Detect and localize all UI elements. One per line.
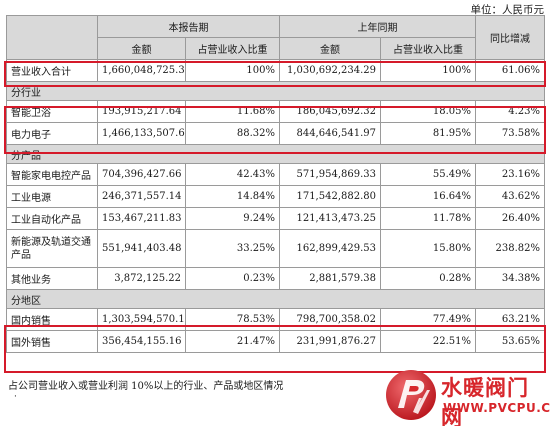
header-row-1: 本报告期 上年同期 同比增减 [6, 15, 545, 60]
table-row: 国内销售 1,303,594,570.17 78.53% 798,700,358… [6, 308, 545, 331]
row-yoy: 63.21% [475, 308, 545, 331]
row-prev-amount: 171,542,882.80 [279, 185, 381, 208]
row-name: 智能家电电控产品 [6, 163, 98, 186]
row-yoy: 26.40% [475, 207, 545, 230]
row-prev-share: 18.05% [380, 100, 476, 123]
row-cur-amount: 1,303,594,570.17 [97, 308, 186, 331]
row-prev-share: 81.95% [380, 122, 476, 145]
row-name: 国外销售 [6, 330, 98, 353]
row-cur-share: 0.23% [185, 267, 280, 290]
section-title: 分行业 [6, 81, 545, 101]
row-yoy: 238.82% [475, 229, 545, 268]
row-prev-share: 0.28% [380, 267, 476, 290]
watermark-name: 水暖阀门网 [441, 376, 529, 426]
table-row: 智能家电电控产品 704,396,427.66 42.43% 571,954,8… [6, 163, 545, 186]
row-yoy: 34.38% [475, 267, 545, 290]
total-cur-amount: 1,660,048,725.33 [97, 59, 186, 82]
row-prev-share: 11.78% [380, 207, 476, 230]
table-row: 其他业务 3,872,125.22 0.23% 2,881,579.38 0.2… [6, 267, 545, 290]
revenue-table: 本报告期 上年同期 同比增减 金额 占营业收入比重 金额 占营业收入比重 营业收… [6, 15, 545, 353]
row-yoy: 4.23% [475, 100, 545, 123]
row-prev-amount: 798,700,358.02 [279, 308, 381, 331]
header-prior-period: 上年同期 [279, 15, 476, 38]
row-cur-share: 78.53% [185, 308, 280, 331]
row-cur-share: 21.47% [185, 330, 280, 353]
watermark-url: WWW.PVCPU.COM [443, 401, 550, 415]
row-cur-share: 14.84% [185, 185, 280, 208]
row-cur-amount: 551,941,403.48 [97, 229, 186, 268]
row-yoy: 53.65% [475, 330, 545, 353]
row-yoy: 43.62% [475, 185, 545, 208]
header-cur-share: 占营业收入比重 [185, 37, 280, 60]
row-name: 其他业务 [6, 267, 98, 290]
pv-logo-icon [386, 370, 436, 420]
header-prev-amount: 金额 [279, 37, 381, 60]
section-row-industry: 分行业 [6, 81, 545, 101]
header-blank [6, 15, 98, 60]
row-prev-share: 15.80% [380, 229, 476, 268]
row-name: 国内销售 [6, 308, 98, 331]
header-yoy: 同比增减 [475, 15, 545, 60]
row-cur-share: 33.25% [185, 229, 280, 268]
row-prev-share: 22.51% [380, 330, 476, 353]
row-cur-amount: 1,466,133,507.69 [97, 122, 186, 145]
total-prev-share: 100% [380, 59, 476, 82]
table-row: 工业自动化产品 153,467,211.83 9.24% 121,413,473… [6, 207, 545, 230]
row-cur-amount: 704,396,427.66 [97, 163, 186, 186]
total-row: 营业收入合计 1,660,048,725.33 100% 1,030,692,2… [6, 59, 545, 82]
section-row-product: 分产品 [6, 144, 545, 164]
row-cur-amount: 246,371,557.14 [97, 185, 186, 208]
row-cur-share: 42.43% [185, 163, 280, 186]
watermark-logo: 水暖阀门网 WWW.PVCPU.COM [385, 368, 550, 426]
table-row: 工业电源 246,371,557.14 14.84% 171,542,882.8… [6, 185, 545, 208]
row-yoy: 23.16% [475, 163, 545, 186]
row-name: 新能源及轨道交通产品 [6, 229, 98, 268]
row-prev-amount: 844,646,541.97 [279, 122, 381, 145]
row-prev-share: 55.49% [380, 163, 476, 186]
row-name: 工业自动化产品 [6, 207, 98, 230]
footnote-dot: · [14, 392, 17, 402]
section-title: 分产品 [6, 144, 545, 164]
header-current-period: 本报告期 [97, 15, 280, 38]
header-row-2: 金额 占营业收入比重 金额 占营业收入比重 [7, 37, 545, 60]
section-title: 分地区 [6, 289, 545, 309]
row-name: 智能卫浴 [6, 100, 98, 123]
header-cur-amount: 金额 [97, 37, 186, 60]
row-yoy: 73.58% [475, 122, 545, 145]
total-cur-share: 100% [185, 59, 280, 82]
footnote: 占公司营业收入或营业利润 10%以上的行业、产品或地区情况 [8, 381, 284, 392]
table-row: 智能卫浴 193,915,217.64 11.68% 186,045,692.3… [6, 100, 545, 123]
total-yoy: 61.06% [475, 59, 545, 82]
row-prev-amount: 121,413,473.25 [279, 207, 381, 230]
row-name: 工业电源 [6, 185, 98, 208]
row-prev-amount: 162,899,429.53 [279, 229, 381, 268]
row-cur-amount: 153,467,211.83 [97, 207, 186, 230]
row-cur-share: 9.24% [185, 207, 280, 230]
total-name: 营业收入合计 [6, 59, 98, 82]
row-prev-amount: 571,954,869.33 [279, 163, 381, 186]
row-cur-share: 11.68% [185, 100, 280, 123]
row-cur-amount: 193,915,217.64 [97, 100, 186, 123]
unit-label: 单位：人民币元 [470, 4, 545, 16]
row-cur-amount: 3,872,125.22 [97, 267, 186, 290]
row-prev-share: 16.64% [380, 185, 476, 208]
total-prev-amount: 1,030,692,234.29 [279, 59, 381, 82]
row-name: 电力电子 [6, 122, 98, 145]
table-row: 电力电子 1,466,133,507.69 88.32% 844,646,541… [6, 122, 545, 145]
row-cur-share: 88.32% [185, 122, 280, 145]
section-row-region: 分地区 [6, 289, 545, 309]
table-row: 国外销售 356,454,155.16 21.47% 231,991,876.2… [6, 330, 545, 353]
table-row: 新能源及轨道交通产品 551,941,403.48 33.25% 162,899… [6, 229, 545, 268]
row-prev-amount: 231,991,876.27 [279, 330, 381, 353]
row-cur-amount: 356,454,155.16 [97, 330, 186, 353]
row-prev-amount: 2,881,579.38 [279, 267, 381, 290]
header-prev-share: 占营业收入比重 [380, 37, 476, 60]
row-prev-amount: 186,045,692.32 [279, 100, 381, 123]
row-prev-share: 77.49% [380, 308, 476, 331]
